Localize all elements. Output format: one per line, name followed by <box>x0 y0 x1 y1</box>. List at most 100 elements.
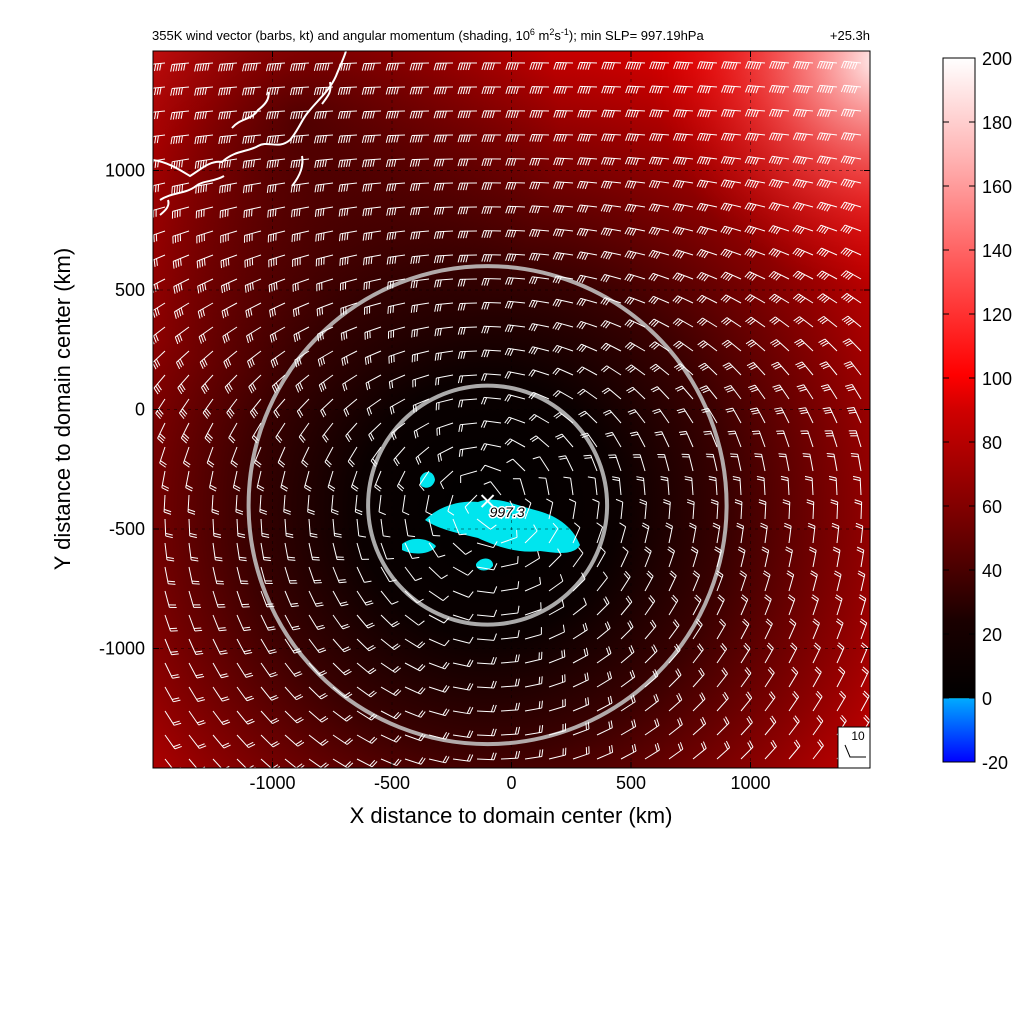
wind-barb <box>624 203 646 213</box>
wind-barb <box>275 422 286 444</box>
wind-barb <box>758 499 767 520</box>
wind-barb <box>600 180 622 189</box>
colorbar-tick-label: 0 <box>982 689 992 709</box>
wind-barb <box>464 494 478 514</box>
wind-barb <box>620 546 629 568</box>
wind-barb <box>725 407 742 424</box>
wind-barb <box>409 158 430 167</box>
cyan-patch-north <box>420 471 435 488</box>
wind-barb <box>858 594 867 616</box>
barb-legend-glyph <box>844 744 866 758</box>
wind-barb <box>452 754 474 762</box>
wind-barb <box>548 574 564 592</box>
wind-barb <box>194 134 214 145</box>
wind-barb <box>260 518 270 539</box>
wind-barb <box>396 470 406 492</box>
cyan-patch-main <box>425 499 580 553</box>
wind-barb <box>476 752 497 761</box>
wind-barb <box>219 182 238 194</box>
wind-barb <box>428 661 450 670</box>
wind-barb <box>596 571 608 592</box>
wind-barb <box>648 226 670 236</box>
wind-barb <box>378 494 386 516</box>
wind-barb <box>524 724 544 736</box>
wind-barb <box>385 110 406 119</box>
wind-barb <box>458 422 478 433</box>
wind-barb <box>260 710 280 725</box>
wind-barb <box>649 363 670 376</box>
wind-barb <box>812 618 820 640</box>
wind-barb <box>291 230 310 243</box>
wind-barb <box>786 570 795 592</box>
wind-barb <box>756 475 766 496</box>
wind-barb <box>413 422 430 439</box>
wind-barb <box>548 649 566 664</box>
wind-barb <box>188 518 197 539</box>
wind-barb <box>721 61 742 70</box>
wind-barb <box>572 721 590 736</box>
wind-barb <box>410 206 430 216</box>
wind-barb <box>356 734 378 744</box>
wind-barb <box>284 638 302 654</box>
wind-barb <box>772 384 790 400</box>
wind-barb <box>692 741 707 760</box>
wind-barb <box>795 361 814 376</box>
wind-barb <box>744 108 766 118</box>
wind-barb <box>452 706 474 715</box>
wind-barb <box>572 697 590 712</box>
wind-barb <box>320 398 334 418</box>
wind-barb <box>294 350 310 368</box>
wind-barb <box>576 227 598 237</box>
wind-barb <box>819 361 838 376</box>
wind-barb <box>601 109 622 118</box>
wind-barb <box>317 326 334 342</box>
wind-barb <box>596 621 611 640</box>
wind-barb <box>810 570 818 592</box>
wind-barb <box>620 719 637 736</box>
wind-barb <box>807 522 816 544</box>
wind-barb <box>308 686 328 700</box>
wind-barb <box>828 475 838 496</box>
wind-barb <box>283 494 291 515</box>
wind-barb <box>242 62 262 72</box>
wind-barb <box>764 739 777 760</box>
wind-barb <box>362 182 382 192</box>
wind-barb <box>340 302 358 316</box>
wind-barb <box>452 590 474 598</box>
wind-barb <box>768 155 790 165</box>
wind-barb <box>601 133 622 142</box>
wind-barb <box>236 638 253 655</box>
wind-barb <box>164 734 182 750</box>
wind-barb <box>188 566 200 585</box>
wind-barb <box>615 498 624 520</box>
colorbar-tick-label: 40 <box>982 561 1002 581</box>
wind-barb <box>524 749 544 760</box>
wind-barb <box>370 446 382 467</box>
wind-barb <box>356 566 372 583</box>
wind-barb <box>242 158 262 169</box>
wind-barb <box>836 642 845 664</box>
wind-barb <box>212 518 222 539</box>
wind-barb <box>740 642 751 664</box>
wind-barb <box>768 132 790 142</box>
wind-barb <box>313 110 334 120</box>
wind-barb <box>266 182 286 193</box>
wind-barb <box>552 367 574 376</box>
wind-barb <box>816 247 838 258</box>
wind-barb <box>380 662 401 673</box>
wind-barb <box>596 522 604 544</box>
wind-barb <box>697 85 718 94</box>
wind-barb <box>740 594 749 616</box>
wind-barb <box>553 85 574 94</box>
wind-barb <box>177 374 190 395</box>
wind-barb <box>194 62 214 72</box>
wind-barb <box>708 476 718 496</box>
wind-barb <box>673 363 694 376</box>
wind-barb <box>857 570 866 592</box>
wind-barb <box>292 302 310 317</box>
wind-barb <box>716 594 725 616</box>
wind-barb <box>673 109 694 118</box>
cyan-patch-west <box>402 538 436 554</box>
wind-barb <box>601 157 622 166</box>
